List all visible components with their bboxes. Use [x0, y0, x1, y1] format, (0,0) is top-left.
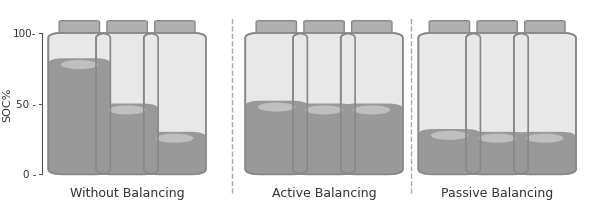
FancyBboxPatch shape [477, 22, 517, 34]
FancyBboxPatch shape [245, 34, 307, 174]
FancyBboxPatch shape [96, 34, 158, 174]
Text: 100-: 100- [13, 29, 37, 39]
Ellipse shape [353, 106, 391, 115]
FancyBboxPatch shape [525, 22, 565, 34]
FancyBboxPatch shape [418, 129, 481, 174]
FancyBboxPatch shape [341, 104, 403, 174]
Ellipse shape [109, 106, 146, 115]
Ellipse shape [305, 106, 343, 115]
Ellipse shape [526, 134, 563, 143]
Text: Passive Balancing: Passive Balancing [441, 186, 553, 198]
Ellipse shape [257, 103, 295, 112]
FancyBboxPatch shape [107, 22, 147, 34]
FancyBboxPatch shape [418, 34, 481, 174]
FancyBboxPatch shape [293, 34, 355, 174]
FancyBboxPatch shape [59, 22, 100, 34]
FancyBboxPatch shape [144, 132, 206, 174]
Ellipse shape [431, 131, 468, 140]
FancyBboxPatch shape [429, 22, 470, 34]
Text: Without Balancing: Without Balancing [70, 186, 184, 198]
FancyBboxPatch shape [352, 22, 392, 34]
FancyBboxPatch shape [155, 22, 195, 34]
FancyBboxPatch shape [48, 59, 110, 174]
FancyBboxPatch shape [96, 104, 158, 174]
FancyBboxPatch shape [245, 101, 307, 174]
FancyBboxPatch shape [341, 34, 403, 174]
Text: 50 -: 50 - [16, 99, 37, 109]
FancyBboxPatch shape [466, 34, 528, 174]
Ellipse shape [479, 134, 516, 143]
FancyBboxPatch shape [514, 132, 576, 174]
FancyBboxPatch shape [304, 22, 344, 34]
FancyBboxPatch shape [293, 104, 355, 174]
FancyBboxPatch shape [256, 22, 296, 34]
FancyBboxPatch shape [466, 132, 528, 174]
FancyBboxPatch shape [48, 34, 110, 174]
Text: Active Balancing: Active Balancing [272, 186, 376, 198]
Ellipse shape [61, 61, 98, 70]
Text: 0 -: 0 - [23, 170, 37, 180]
FancyBboxPatch shape [144, 34, 206, 174]
Text: SOC%: SOC% [3, 87, 13, 121]
Ellipse shape [156, 134, 193, 143]
FancyBboxPatch shape [514, 34, 576, 174]
